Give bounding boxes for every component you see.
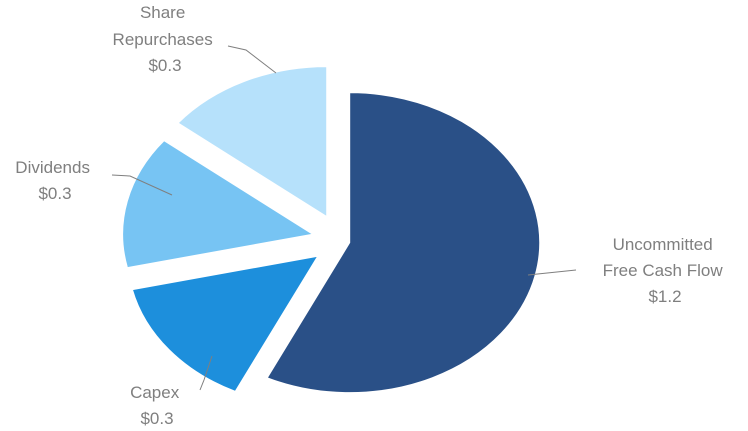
label-dividends-line1: Dividends [15,158,90,177]
slice-labels: Uncommitted Free Cash Flow $1.2 Capex $0… [15,3,728,428]
leader-line-dividends [111,174,173,196]
label-uncommitted-line1: Uncommitted [613,235,713,254]
label-dividends: Dividends $0.3 [15,158,94,203]
leader-lines [111,45,577,391]
leader-line-share-repurchases [227,45,277,74]
label-share-line2: Repurchases [113,30,213,49]
leader-line-capex [199,355,213,391]
label-uncommitted-line2: Free Cash Flow [603,261,724,280]
label-uncommitted-free-cash-flow: Uncommitted Free Cash Flow $1.2 [603,235,728,306]
label-capex-line1: Capex [130,383,180,402]
slice-share-repurchases [177,66,328,218]
slice-capex [131,255,319,392]
label-share-line1: Share [140,3,185,22]
leader-line-uncommitted [527,269,577,276]
slice-uncommitted-free-cash-flow [266,92,541,394]
label-share-value: $0.3 [148,56,181,75]
label-uncommitted-value: $1.2 [648,287,681,306]
label-share-repurchases: Share Repurchases $0.3 [113,3,218,75]
label-capex: Capex $0.3 [130,383,184,428]
slice-dividends [122,140,315,269]
pie-slices [122,66,541,394]
label-capex-value: $0.3 [140,409,173,428]
label-dividends-value: $0.3 [38,184,71,203]
